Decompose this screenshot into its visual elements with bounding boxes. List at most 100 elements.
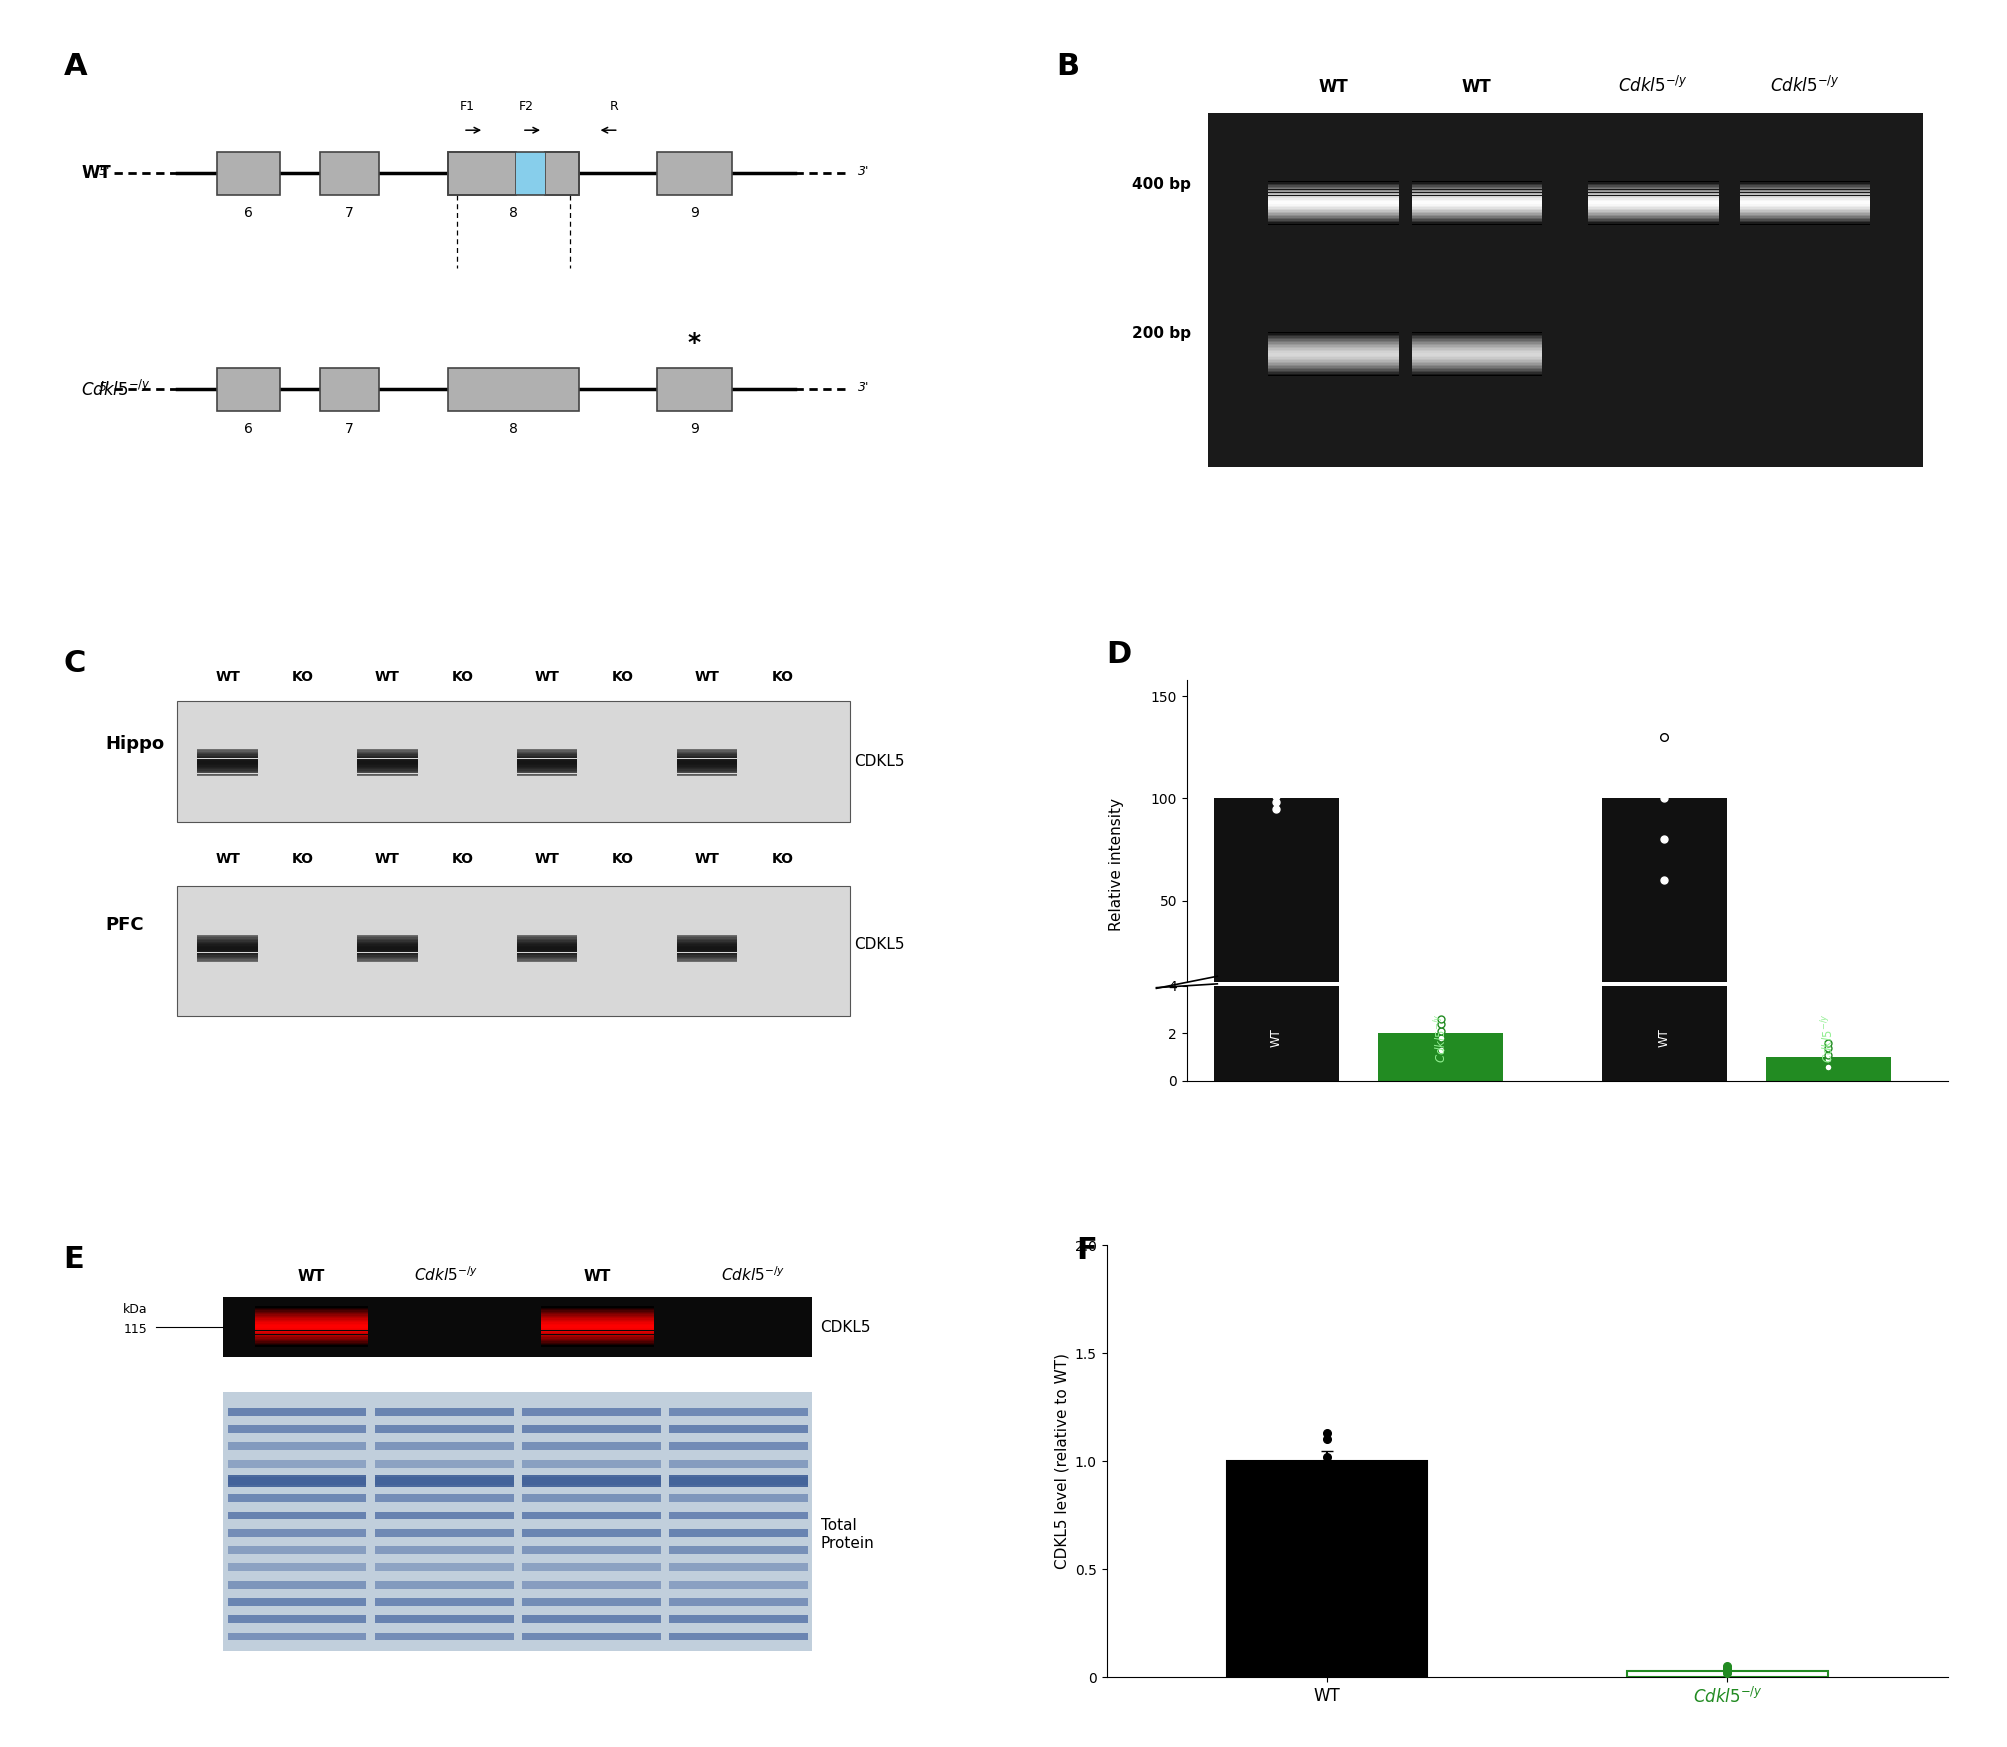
Bar [668, 1408, 807, 1415]
Text: 8: 8 [510, 206, 518, 220]
Text: WT: WT [215, 671, 241, 685]
Bar [375, 1616, 514, 1623]
Text: 7: 7 [345, 206, 353, 220]
Bar [375, 1633, 514, 1640]
Bar [522, 1460, 660, 1467]
Text: WT: WT [534, 671, 560, 685]
Text: *: * [688, 330, 700, 355]
Bar [516, 152, 544, 196]
Bar [448, 152, 578, 196]
Text: KO: KO [771, 671, 793, 685]
Text: A: A [64, 52, 86, 82]
Bar [1764, 1057, 1891, 1081]
Bar [227, 1633, 365, 1640]
Bar [448, 369, 578, 411]
Bar [668, 1599, 807, 1605]
Text: WT: WT [375, 671, 399, 685]
Bar [227, 1529, 365, 1537]
Text: KO: KO [771, 853, 793, 867]
Bar [227, 1599, 365, 1605]
Text: $Cdkl5^{-/y}$: $Cdkl5^{-/y}$ [1431, 1013, 1449, 1062]
Bar [217, 152, 279, 196]
Text: $Cdkl5^{-/y}$: $Cdkl5^{-/y}$ [1618, 75, 1688, 96]
Bar [522, 1529, 660, 1537]
Bar [522, 1474, 660, 1487]
Bar [1212, 985, 1339, 1081]
Bar [375, 1460, 514, 1467]
Bar [217, 369, 279, 411]
Text: WT: WT [215, 853, 241, 867]
Text: WT: WT [375, 853, 399, 867]
Text: 6: 6 [245, 206, 253, 220]
Text: WT: WT [694, 853, 719, 867]
Bar [223, 1296, 811, 1357]
Text: 8: 8 [510, 421, 518, 435]
Bar [668, 1476, 807, 1485]
Text: $Cdkl5^{-/y}$: $Cdkl5^{-/y}$ [1768, 75, 1838, 96]
Text: WT: WT [1461, 77, 1491, 96]
Bar [227, 1408, 365, 1415]
Bar [522, 1511, 660, 1520]
Bar [522, 1494, 660, 1502]
Bar [522, 1599, 660, 1605]
Bar [522, 1476, 660, 1485]
Bar [1764, 1001, 1891, 1003]
Bar [371, 1392, 518, 1651]
Bar [375, 1529, 514, 1537]
Bar [522, 1581, 660, 1588]
Bar [227, 1474, 365, 1487]
Text: CDKL5: CDKL5 [853, 753, 905, 769]
Text: KO: KO [452, 853, 474, 867]
Text: C: C [64, 648, 86, 678]
Text: WT: WT [534, 853, 560, 867]
Text: F2: F2 [518, 100, 534, 114]
Bar [522, 1633, 660, 1640]
Text: $Cdkl5^{-/y}$: $Cdkl5^{-/y}$ [80, 379, 151, 400]
Bar [375, 1581, 514, 1588]
Bar [227, 1564, 365, 1571]
Bar [1377, 1032, 1503, 1081]
Bar [375, 1546, 514, 1555]
Bar [668, 1529, 807, 1537]
Bar [668, 1443, 807, 1450]
Text: E: E [64, 1246, 84, 1274]
Text: WT: WT [1268, 1029, 1282, 1048]
Bar [177, 701, 849, 821]
Text: $Cdkl5^{-/y}$: $Cdkl5^{-/y}$ [1818, 1013, 1836, 1062]
Bar [375, 1494, 514, 1502]
Bar [522, 1443, 660, 1450]
Text: R: R [610, 100, 618, 114]
Bar [668, 1581, 807, 1588]
Text: $Cdkl5^{-/y}$: $Cdkl5^{-/y}$ [413, 1265, 478, 1284]
Bar [1626, 1670, 1826, 1677]
Text: 115: 115 [124, 1322, 149, 1336]
Bar [375, 1474, 514, 1487]
Bar [227, 1443, 365, 1450]
Text: PFC: PFC [106, 915, 145, 935]
Bar [522, 1564, 660, 1571]
Bar [656, 369, 733, 411]
Text: 200 bp: 200 bp [1132, 325, 1190, 341]
Text: WT: WT [1319, 77, 1349, 96]
Text: WT: WT [694, 671, 719, 685]
Text: Relative intensity: Relative intensity [1108, 798, 1124, 931]
Bar [522, 1426, 660, 1433]
Text: KO: KO [612, 853, 634, 867]
Bar [668, 1426, 807, 1433]
Text: 5': 5' [98, 164, 110, 178]
Bar [668, 1511, 807, 1520]
Bar [668, 1564, 807, 1571]
Bar [1602, 985, 1726, 1081]
Bar [522, 1616, 660, 1623]
Text: KO: KO [293, 671, 313, 685]
Bar [668, 1546, 807, 1555]
Bar [448, 152, 516, 196]
Text: CDKL5: CDKL5 [853, 936, 905, 952]
Bar [227, 1460, 365, 1467]
Bar [375, 1599, 514, 1605]
Text: 400 bp: 400 bp [1132, 176, 1190, 192]
Bar [375, 1564, 514, 1571]
Text: D: D [1106, 639, 1132, 669]
Text: 9: 9 [690, 421, 698, 435]
Text: Hippo: Hippo [106, 735, 165, 753]
